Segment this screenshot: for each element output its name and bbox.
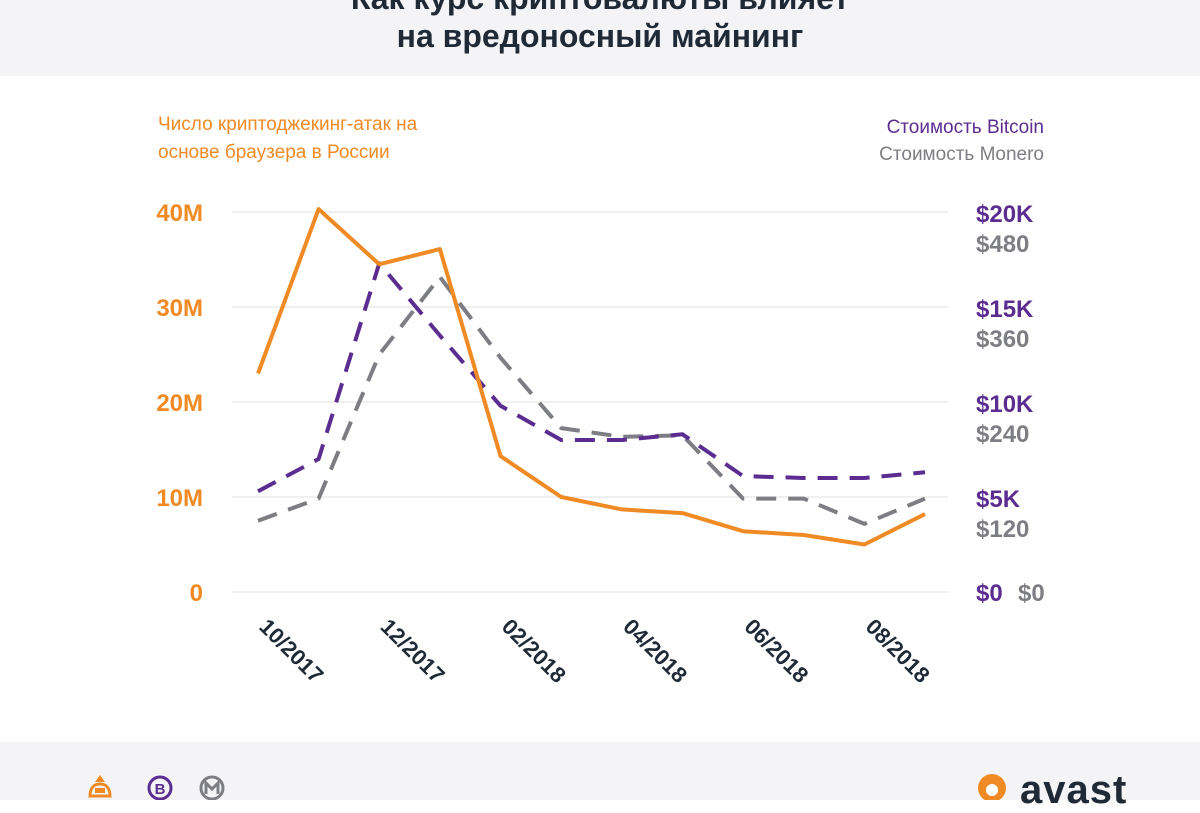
bitcoin-tick-label: $0 xyxy=(976,580,1003,607)
left-tick-label: 30M xyxy=(156,295,203,322)
monero-icon xyxy=(199,775,225,800)
legend-monero: Стоимость Monero xyxy=(879,144,1044,165)
left-tick-label: 10M xyxy=(156,485,203,512)
monero-tick-label: $0 xyxy=(1018,580,1045,607)
bitcoin-tick-label: $20K xyxy=(976,201,1034,228)
avast-logo: avast xyxy=(1020,768,1128,812)
bitcoin-icon: B xyxy=(147,775,173,800)
left-tick-label: 20M xyxy=(156,390,203,417)
left-tick-label: 0 xyxy=(190,580,203,607)
bitcoin-line xyxy=(257,261,926,494)
bitcoin-tick-label: $10K xyxy=(976,391,1034,418)
bitcoin-tick-label: $15K xyxy=(976,296,1034,323)
x-tick-label: 02/2018 xyxy=(497,614,571,688)
x-tick-label: 12/2017 xyxy=(376,614,450,688)
avast-logo-icon xyxy=(978,774,1006,800)
monero-tick-label: $360 xyxy=(976,326,1029,353)
left-axis-label: Число криптоджекинг-атак на xyxy=(158,114,418,135)
header-band: Как курс криптовалюты влияет на вредонос… xyxy=(0,0,1200,76)
x-tick-label: 04/2018 xyxy=(618,614,692,688)
chart-title-line1: Как курс криптовалюты влияет xyxy=(0,0,1200,17)
svg-text:B: B xyxy=(155,781,166,798)
monero-line xyxy=(257,274,926,526)
x-tick-label: 10/2017 xyxy=(254,614,328,688)
left-tick-label: 40M xyxy=(156,200,203,227)
x-tick-label: 08/2018 xyxy=(861,614,935,688)
chart-svg: 0 10M 20M 30M 40M $0 $0 $5K $120 $10K $240 $15K $360… xyxy=(156,114,1045,688)
chart-title-line2: на вредоносный майнинг xyxy=(396,18,804,54)
monero-tick-label: $480 xyxy=(976,231,1029,258)
monero-tick-label: $240 xyxy=(976,421,1029,448)
left-axis-label: основе браузера в России xyxy=(158,142,390,163)
hacker-icon xyxy=(88,775,112,798)
bitcoin-tick-label: $5K xyxy=(976,486,1021,513)
monero-tick-label: $120 xyxy=(976,516,1029,543)
legend-bitcoin: Стоимость Bitcoin xyxy=(887,117,1044,138)
attacks-line xyxy=(256,207,926,547)
x-tick-label: 06/2018 xyxy=(740,614,814,688)
